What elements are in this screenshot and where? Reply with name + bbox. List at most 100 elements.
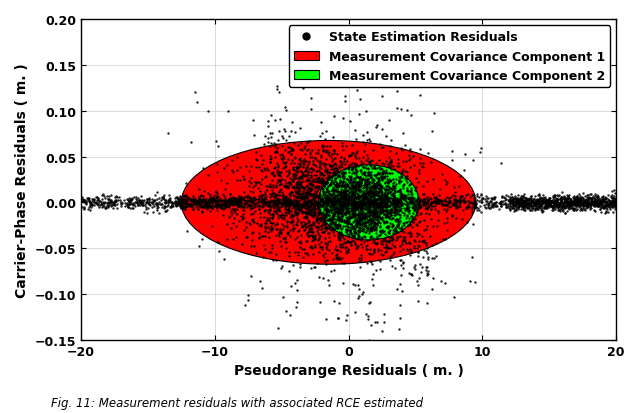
Point xyxy=(509,202,520,209)
Point xyxy=(513,199,523,205)
Point xyxy=(566,199,577,206)
Point xyxy=(390,201,401,208)
Point xyxy=(308,182,318,188)
Point xyxy=(440,236,450,242)
Point xyxy=(498,201,508,207)
Point xyxy=(333,254,344,261)
Point xyxy=(400,201,410,208)
Point xyxy=(378,192,388,199)
Point xyxy=(193,186,204,193)
Point xyxy=(579,204,589,210)
Point xyxy=(333,204,343,211)
Point xyxy=(387,237,397,243)
Point xyxy=(211,189,221,195)
Point xyxy=(538,195,548,202)
Point xyxy=(248,216,259,222)
Point xyxy=(337,233,348,239)
Point xyxy=(306,266,316,272)
Point xyxy=(175,193,185,200)
Point xyxy=(298,178,308,185)
Point xyxy=(358,198,368,204)
Point xyxy=(328,198,338,205)
Point xyxy=(529,201,540,207)
Point xyxy=(274,197,284,203)
Point xyxy=(346,188,356,195)
Point xyxy=(362,260,372,267)
Point xyxy=(374,228,385,235)
Point xyxy=(575,204,585,210)
Point xyxy=(503,202,513,208)
Point xyxy=(600,205,611,211)
Point xyxy=(315,197,325,204)
Point xyxy=(321,197,332,204)
Point xyxy=(375,232,385,239)
Point xyxy=(233,204,243,210)
Point xyxy=(326,177,336,183)
Point xyxy=(221,180,232,187)
Point xyxy=(399,210,409,217)
Point xyxy=(381,194,391,200)
Point xyxy=(309,209,319,215)
Point xyxy=(392,188,402,195)
Point xyxy=(361,182,371,189)
Point xyxy=(541,197,552,204)
Point xyxy=(560,199,570,205)
Point xyxy=(321,203,331,209)
Point xyxy=(168,200,179,207)
Point xyxy=(388,193,398,199)
Point xyxy=(347,207,357,214)
Point xyxy=(356,241,367,247)
Point xyxy=(342,202,353,208)
Point xyxy=(320,199,330,205)
Point xyxy=(314,200,324,206)
Point xyxy=(372,240,382,246)
Point xyxy=(361,230,371,236)
Point xyxy=(318,199,328,205)
Point xyxy=(268,197,278,204)
Point xyxy=(340,203,351,210)
Point xyxy=(226,225,236,232)
Point xyxy=(461,205,471,212)
Point xyxy=(135,197,145,204)
Point xyxy=(267,211,277,217)
Point xyxy=(518,194,529,201)
Point xyxy=(347,198,357,204)
Point xyxy=(356,170,366,176)
Point xyxy=(368,211,378,218)
Point xyxy=(301,209,311,216)
Point xyxy=(204,172,214,179)
Point xyxy=(305,191,315,198)
Point xyxy=(330,197,340,204)
Point xyxy=(198,202,209,209)
Point xyxy=(317,225,328,232)
Point xyxy=(598,205,608,211)
Point xyxy=(372,188,383,195)
Point xyxy=(262,217,272,224)
Point xyxy=(306,173,316,179)
Point xyxy=(515,199,525,206)
Point xyxy=(355,197,365,204)
Point xyxy=(311,216,321,223)
Point xyxy=(300,193,310,199)
Point xyxy=(232,178,243,184)
Point xyxy=(368,178,378,185)
Point xyxy=(604,202,614,209)
Point xyxy=(285,198,295,205)
Point xyxy=(173,199,184,206)
Point xyxy=(413,282,423,289)
Point xyxy=(526,205,536,212)
Point xyxy=(285,197,295,204)
Point xyxy=(279,202,289,208)
Point xyxy=(207,195,218,202)
Point xyxy=(403,189,413,195)
Point xyxy=(468,158,478,164)
Point xyxy=(391,218,401,225)
Point xyxy=(486,202,497,208)
Point xyxy=(99,193,109,200)
Point xyxy=(421,267,431,274)
Point xyxy=(581,205,591,212)
Point xyxy=(362,225,372,232)
Point xyxy=(305,192,315,198)
Point xyxy=(180,203,191,209)
Point xyxy=(236,195,246,202)
